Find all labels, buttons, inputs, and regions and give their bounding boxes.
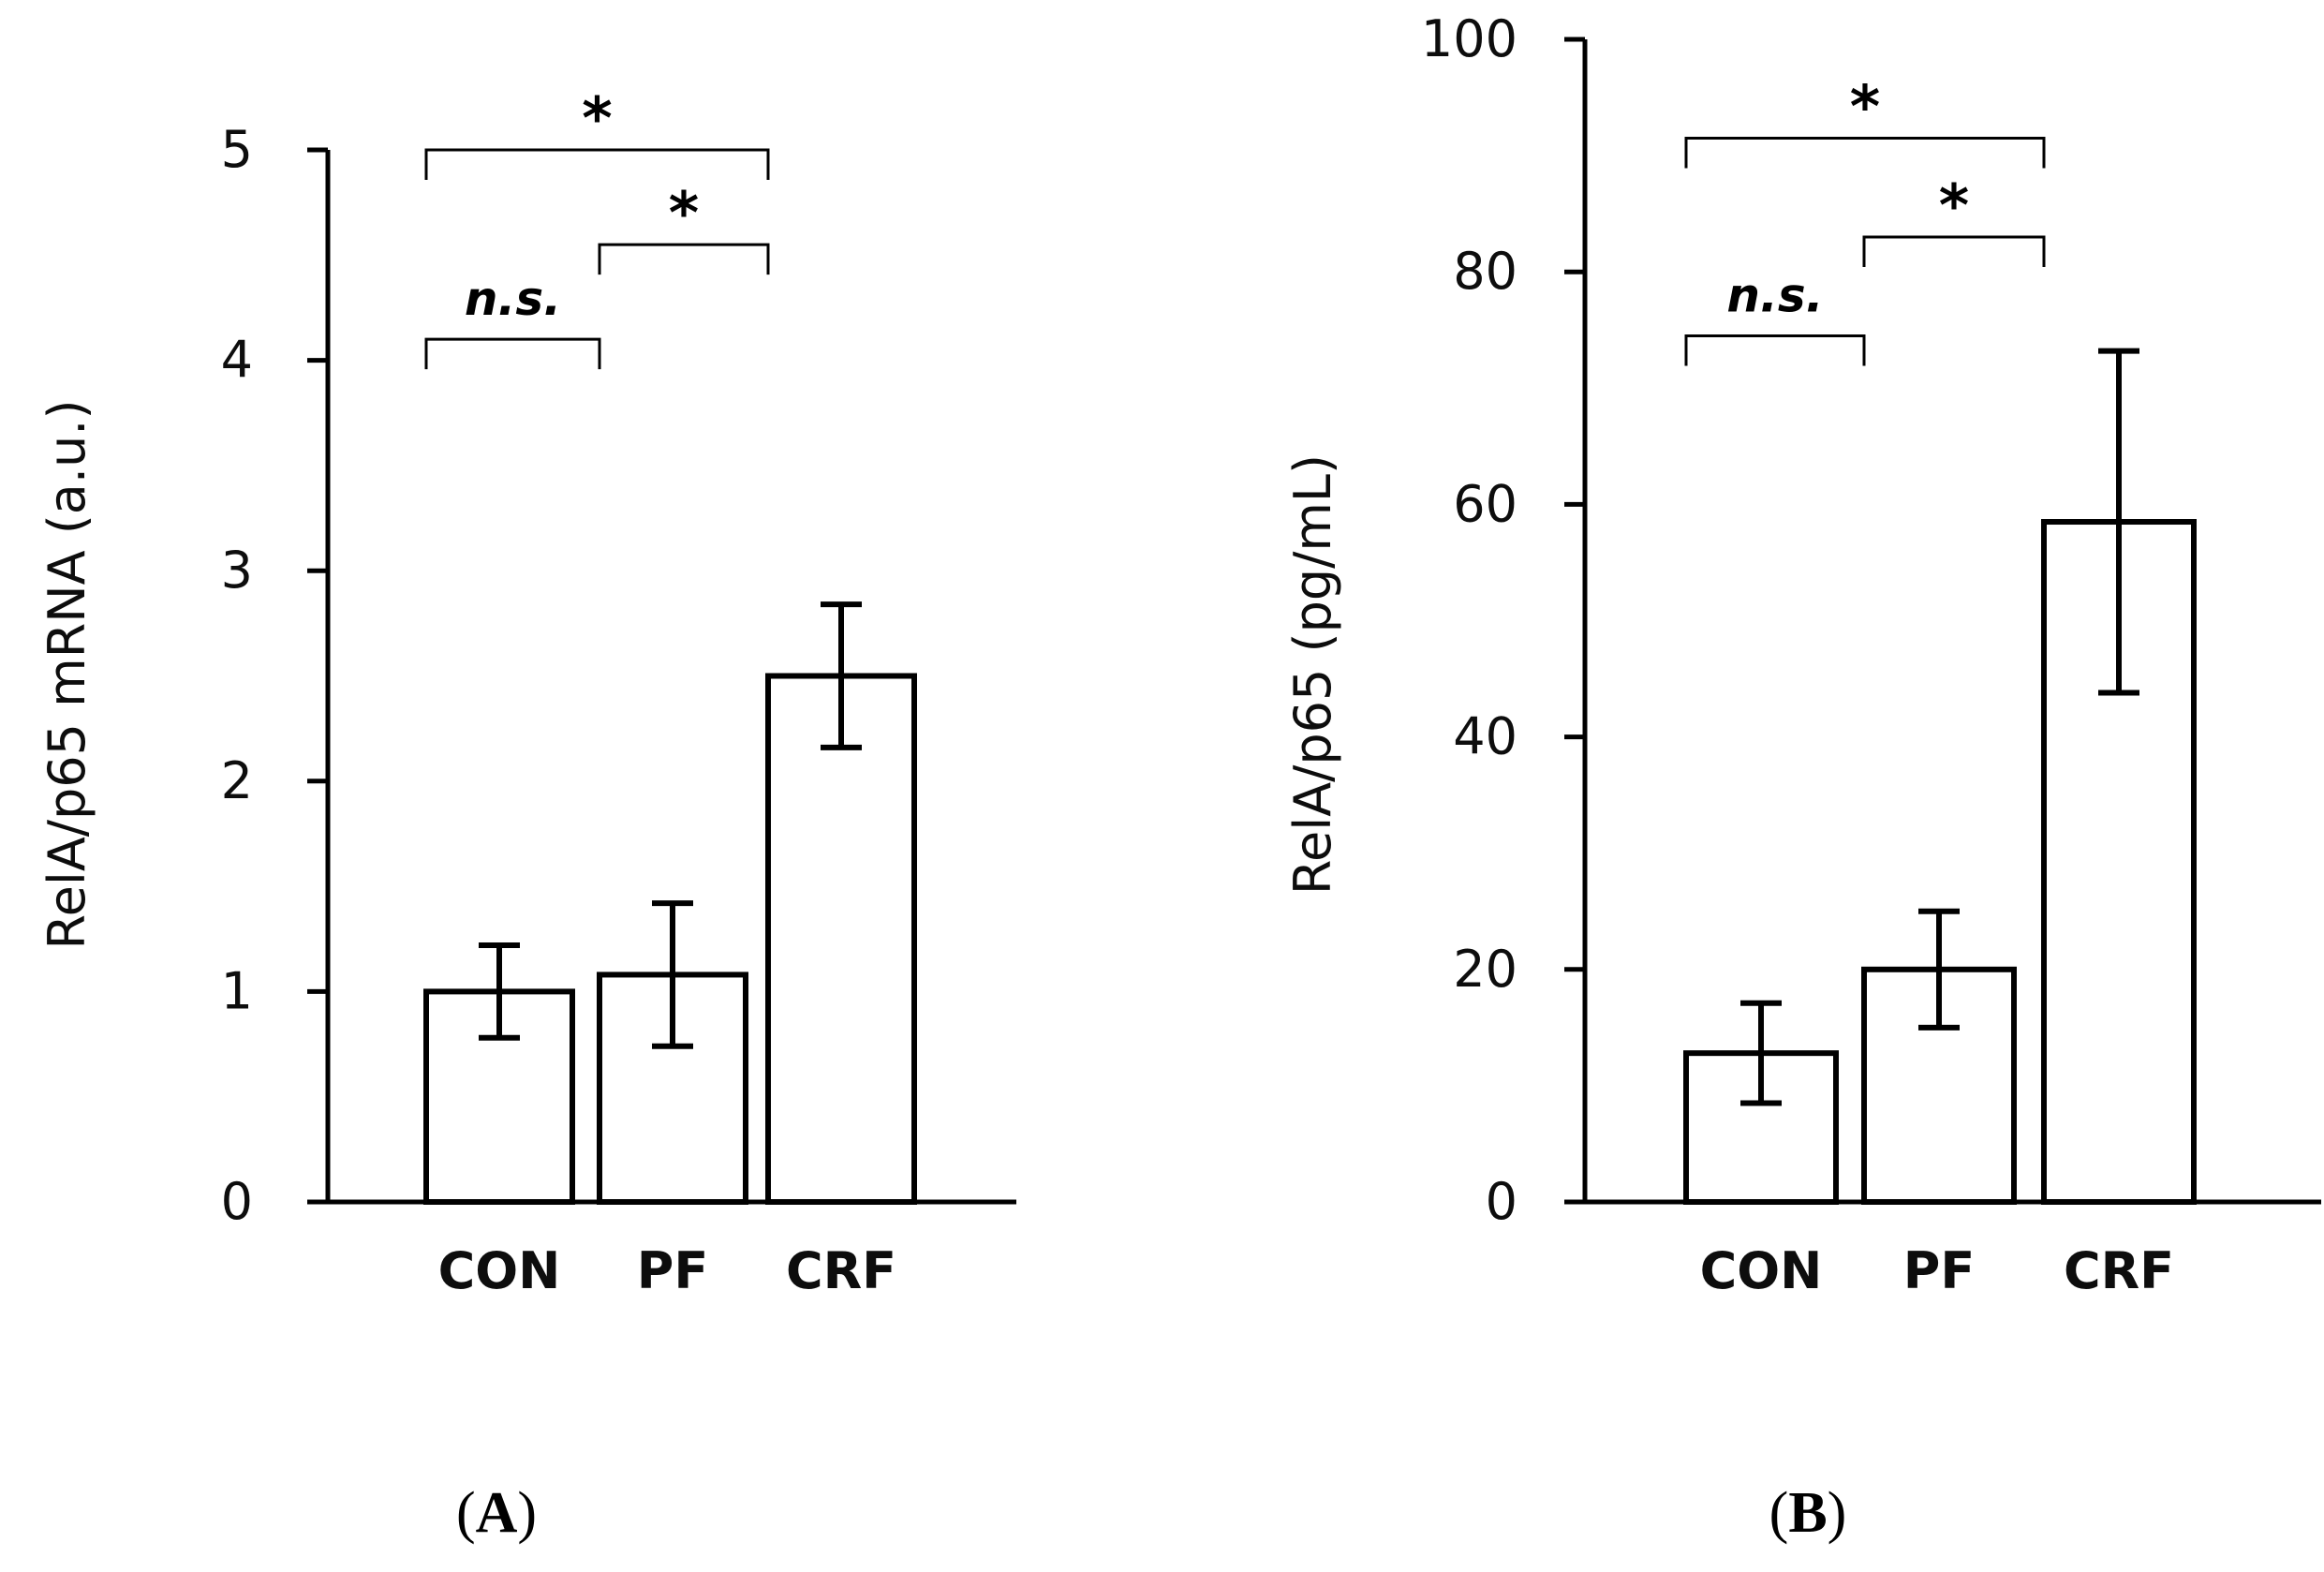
significance-bracket (1862, 235, 2046, 267)
y-tick-label: 3 (221, 541, 253, 600)
y-tick-label: 0 (1486, 1172, 1517, 1231)
y-tick-label: 20 (1453, 940, 1517, 999)
y-axis-label: RelA/p65 mRNA (a.u.) (37, 399, 96, 949)
category-label: CRF (786, 1241, 896, 1300)
significance-star: * (582, 84, 612, 153)
category-label: PF (637, 1241, 708, 1300)
category-label: CON (1700, 1241, 1823, 1300)
significance-star: * (669, 179, 699, 247)
panel-b: 0 20 40 60 80 100 RelA/p65 (pg/mL) CON PF CRF n.s.… (1283, 9, 2321, 1545)
significance-ns: n.s. (1726, 268, 1823, 322)
significance-star: * (1939, 171, 1969, 240)
y-tick-label: 0 (221, 1172, 253, 1231)
significance-ns: n.s. (465, 272, 561, 326)
y-tick-label: 2 (221, 751, 253, 810)
y-tick-label: 60 (1453, 474, 1517, 533)
panel-label: (A) (456, 1481, 537, 1545)
category-label: CRF (2064, 1241, 2174, 1300)
y-tick-label: 100 (1421, 9, 1517, 68)
significance-bracket (424, 148, 770, 180)
y-tick-label: 1 (221, 961, 253, 1020)
panel-a: 0 1 2 3 4 5 RelA/p65 mRNA (a.u.) CON PF CRF n.s. * *… (37, 84, 1016, 1545)
category-label: PF (1903, 1241, 1975, 1300)
significance-bracket (424, 337, 601, 370)
y-axis-label: RelA/p65 (pg/mL) (1283, 454, 1342, 895)
y-tick-label: 40 (1453, 707, 1517, 766)
significance-bracket (1684, 136, 2046, 169)
y-tick-label: 5 (221, 120, 253, 179)
significance-bracket (1684, 334, 1866, 366)
panel-label: (B) (1769, 1481, 1847, 1545)
category-label: CON (438, 1241, 561, 1300)
significance-star: * (1850, 72, 1880, 141)
y-tick-label: 4 (221, 331, 253, 390)
bar-crf (765, 673, 917, 1205)
y-tick-label: 80 (1453, 242, 1517, 301)
significance-bracket (598, 243, 770, 275)
